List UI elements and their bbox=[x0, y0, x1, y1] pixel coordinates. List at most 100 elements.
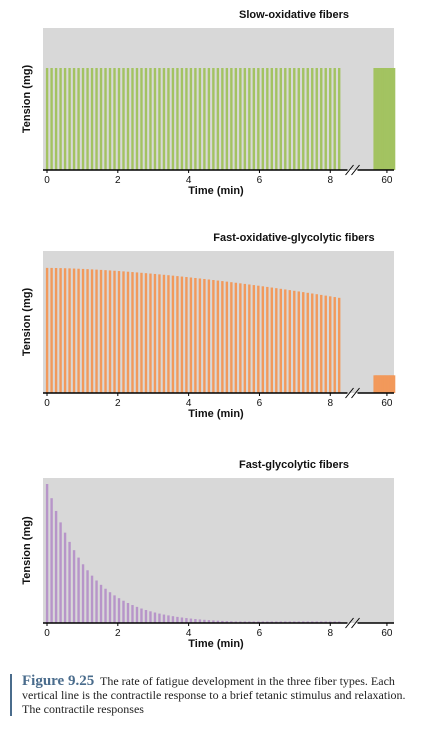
tension-bar bbox=[386, 68, 389, 170]
tension-bar bbox=[239, 68, 242, 170]
tension-bar bbox=[225, 621, 229, 623]
tension-bar bbox=[158, 613, 161, 623]
tension-bar bbox=[122, 600, 125, 623]
x-tick-label: 60 bbox=[381, 628, 393, 639]
tension-bar bbox=[381, 375, 384, 393]
tension-bar bbox=[252, 68, 256, 170]
tension-bar bbox=[117, 271, 121, 393]
tension-bar bbox=[387, 68, 391, 170]
tension-bar bbox=[185, 68, 188, 170]
chart-panel-1: Slow-oxidative fibers Tension (mg) 0 2 4 6 8 60… bbox=[21, 9, 396, 197]
tension-bar bbox=[216, 620, 220, 623]
tension-bar bbox=[216, 68, 220, 170]
tension-bar bbox=[59, 68, 62, 170]
tension-bar bbox=[225, 281, 229, 393]
tension-bar bbox=[135, 272, 139, 393]
tension-bar bbox=[390, 375, 393, 393]
tension-bar bbox=[189, 618, 193, 623]
tension-bar bbox=[225, 68, 229, 170]
tension-bar bbox=[77, 268, 80, 393]
tension-bar bbox=[167, 68, 170, 170]
tension-bar bbox=[376, 375, 379, 393]
tension-bar bbox=[54, 68, 58, 170]
tension-bar bbox=[126, 68, 130, 170]
tension-bar bbox=[171, 275, 175, 393]
tension-bar bbox=[180, 276, 184, 393]
tension-bar bbox=[338, 68, 341, 170]
tension-bar bbox=[180, 68, 184, 170]
tension-bar bbox=[315, 294, 318, 393]
tension-bar bbox=[59, 268, 62, 393]
x-tick-label: 6 bbox=[257, 398, 263, 409]
tension-bar bbox=[171, 616, 175, 623]
tension-bar bbox=[135, 606, 139, 623]
tension-bar bbox=[144, 273, 148, 393]
tension-bar bbox=[81, 68, 85, 170]
axis-break-mark bbox=[345, 164, 354, 176]
tension-bar bbox=[198, 278, 202, 393]
tension-bar bbox=[162, 274, 166, 393]
tension-bar bbox=[248, 68, 251, 170]
tension-bar bbox=[377, 68, 380, 170]
tension-bar bbox=[176, 616, 179, 623]
tension-bar bbox=[149, 611, 152, 623]
tension-bar bbox=[153, 612, 157, 623]
tension-bar bbox=[320, 68, 323, 170]
tension-bar bbox=[284, 289, 287, 393]
tension-bar bbox=[329, 68, 332, 170]
tension-bar bbox=[373, 68, 376, 170]
y-axis-label: Tension (mg) bbox=[21, 65, 33, 134]
tension-bar bbox=[153, 273, 157, 393]
tension-bar bbox=[382, 68, 385, 170]
tension-bar bbox=[311, 293, 314, 393]
tension-bar bbox=[379, 68, 383, 170]
tension-bar bbox=[275, 288, 278, 393]
x-tick-label: 0 bbox=[44, 398, 50, 409]
tension-bar bbox=[379, 375, 383, 393]
x-tick-label: 2 bbox=[115, 175, 121, 186]
tension-bar bbox=[333, 68, 336, 170]
tension-bar bbox=[381, 68, 384, 170]
tension-bar bbox=[167, 275, 170, 393]
tension-bar bbox=[99, 269, 103, 393]
figure-label: Figure 9.25 bbox=[22, 673, 95, 689]
tension-bar bbox=[389, 68, 392, 170]
tension-bar bbox=[230, 621, 233, 623]
tension-bar bbox=[68, 68, 71, 170]
tension-bar bbox=[234, 68, 238, 170]
x-axis-label: Time (min) bbox=[188, 185, 244, 197]
tension-bar bbox=[266, 286, 269, 393]
tension-bar bbox=[113, 595, 116, 623]
tension-bar bbox=[230, 68, 233, 170]
tension-bar bbox=[293, 68, 296, 170]
tension-bar bbox=[189, 68, 193, 170]
tension-bar bbox=[104, 270, 107, 393]
tension-bar bbox=[185, 277, 188, 393]
tension-bar bbox=[198, 68, 202, 170]
tension-bar bbox=[386, 375, 389, 393]
tension-bar bbox=[221, 281, 224, 393]
tension-bar bbox=[387, 375, 391, 393]
tension-bar bbox=[149, 273, 152, 393]
tension-bar bbox=[135, 68, 139, 170]
tension-bar bbox=[167, 615, 170, 623]
chart-title: Fast-oxidative-glycolytic fibers bbox=[213, 232, 374, 244]
tension-bar bbox=[194, 277, 197, 393]
tension-bar bbox=[149, 68, 152, 170]
tension-bar bbox=[306, 68, 309, 170]
tension-bar bbox=[176, 68, 179, 170]
tension-bar bbox=[86, 570, 89, 623]
tension-bar bbox=[270, 68, 274, 170]
tension-bar bbox=[252, 285, 256, 393]
tension-bar bbox=[270, 287, 274, 393]
tension-bar bbox=[194, 619, 197, 623]
tension-bar bbox=[63, 532, 67, 623]
tension-bar bbox=[185, 618, 188, 623]
x-tick-label: 60 bbox=[381, 175, 393, 186]
tension-bar bbox=[63, 268, 67, 393]
chart-title: Slow-oxidative fibers bbox=[239, 9, 349, 21]
tension-bar bbox=[234, 282, 238, 393]
x-tick-label: 4 bbox=[186, 398, 192, 409]
tension-bar bbox=[212, 280, 215, 393]
